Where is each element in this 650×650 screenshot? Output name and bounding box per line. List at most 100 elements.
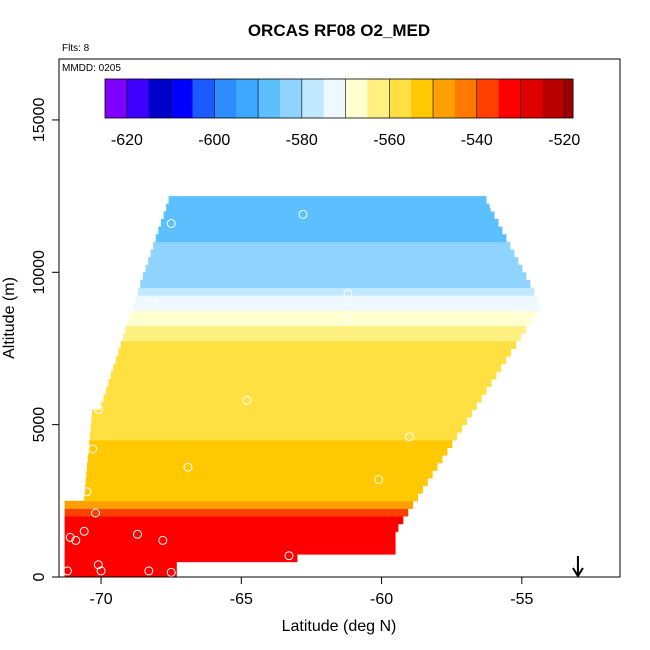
chart-title: ORCAS RF08 O2_MED bbox=[248, 21, 430, 40]
colorbar-tick-label: -520 bbox=[548, 132, 580, 149]
colorbar-swatch bbox=[214, 79, 237, 118]
heatmap-band bbox=[166, 203, 491, 212]
colorbar-swatch bbox=[433, 79, 456, 118]
colorbar-tick-label: -540 bbox=[461, 132, 493, 149]
colorbar-swatch bbox=[148, 79, 172, 118]
x-tick-label: -60 bbox=[370, 591, 393, 608]
colorbar-labels: -620 -600 -580 -560 -540 -520 bbox=[111, 132, 581, 149]
observation-point bbox=[158, 535, 168, 545]
heatmap-band bbox=[168, 196, 487, 205]
observation-point bbox=[144, 566, 154, 576]
heatmap-band bbox=[160, 219, 499, 228]
heatmap-band bbox=[137, 287, 535, 296]
colorbar-swatch bbox=[126, 79, 150, 118]
colorbar-swatch bbox=[542, 79, 565, 118]
heatmap-band bbox=[110, 371, 497, 380]
heatmap-band bbox=[86, 470, 433, 479]
heatmap-band bbox=[150, 249, 515, 258]
heatmap-band bbox=[91, 417, 468, 426]
heatmap-band bbox=[64, 546, 396, 555]
colorbar-swatch bbox=[476, 79, 500, 118]
observation-point bbox=[166, 567, 176, 577]
heatmap-band bbox=[118, 348, 512, 357]
colorbar-swatch bbox=[564, 79, 574, 118]
heatmap-band bbox=[158, 226, 503, 235]
y-axis-title: Altitude (m) bbox=[1, 277, 18, 359]
heatmap-band bbox=[89, 432, 458, 441]
colorbar-swatch bbox=[454, 79, 478, 118]
heatmap-band bbox=[90, 424, 463, 433]
colorbar-tick-label: -560 bbox=[373, 132, 405, 149]
x-tick-label: -70 bbox=[90, 591, 113, 608]
heatmap-band bbox=[133, 302, 541, 311]
heatmap-band bbox=[84, 493, 418, 502]
observation-point bbox=[517, 307, 527, 317]
colorbar-swatch bbox=[236, 79, 259, 118]
y-axis: 0 5000 10000 15000 bbox=[31, 98, 59, 581]
observation-point bbox=[489, 200, 499, 210]
observation-point bbox=[79, 526, 89, 536]
observation-point bbox=[88, 444, 98, 454]
observation-point bbox=[71, 535, 81, 545]
heatmap-band bbox=[64, 554, 298, 563]
arrow-head bbox=[572, 567, 584, 578]
observation-point bbox=[62, 566, 72, 576]
heatmap-band bbox=[155, 234, 507, 243]
observation-point bbox=[343, 289, 353, 299]
colorbar-swatch bbox=[280, 79, 303, 118]
heatmap-band bbox=[64, 516, 404, 525]
colorbar-swatch bbox=[258, 79, 281, 118]
x-axis: -70 -65 -60 -55 bbox=[90, 576, 533, 608]
x-axis-title: Latitude (deg N) bbox=[282, 618, 397, 635]
heatmap-band bbox=[142, 272, 527, 281]
heatmap-band bbox=[106, 386, 487, 395]
observation-point bbox=[298, 209, 308, 219]
observation-point bbox=[284, 551, 294, 561]
heatmap-band bbox=[103, 394, 482, 403]
heatmap-band bbox=[87, 462, 438, 471]
heatmap-band bbox=[101, 401, 477, 410]
observation-point bbox=[96, 566, 106, 576]
colorbar-tick-label: -600 bbox=[198, 132, 230, 149]
observation-point bbox=[374, 475, 384, 484]
heatmap-band bbox=[64, 538, 396, 547]
heatmap-band bbox=[64, 523, 399, 532]
observation-point bbox=[242, 395, 252, 405]
heatmap-band bbox=[85, 478, 428, 487]
colorbar-swatch bbox=[192, 79, 215, 118]
date-annotation: MMDD: 0205 bbox=[62, 63, 121, 74]
heatmap-band bbox=[88, 447, 448, 456]
heatmap-band bbox=[140, 279, 531, 288]
colorbar-swatch bbox=[323, 79, 347, 118]
heatmap-band bbox=[148, 257, 519, 266]
colorbar-tick-label: -580 bbox=[286, 132, 318, 149]
heatmap-band bbox=[64, 531, 396, 540]
observation-point bbox=[405, 432, 415, 442]
colorbar-swatch bbox=[301, 79, 325, 118]
heatmap-band bbox=[135, 295, 539, 304]
colorbar-swatch bbox=[498, 79, 521, 118]
colorbar-swatch bbox=[170, 79, 193, 118]
y-tick-label: 0 bbox=[31, 572, 48, 581]
colorbar bbox=[104, 78, 574, 119]
observation-points bbox=[62, 200, 527, 577]
y-tick-label: 5000 bbox=[31, 407, 48, 443]
heatmap-band bbox=[145, 264, 523, 273]
flights-annotation: Flts: 8 bbox=[62, 43, 90, 54]
heatmap-band bbox=[120, 340, 516, 349]
observation-point bbox=[91, 508, 100, 518]
observation-point bbox=[166, 219, 176, 228]
colorbar-tick-label: -620 bbox=[111, 132, 143, 149]
observation-point bbox=[343, 313, 353, 323]
observation-point bbox=[133, 529, 142, 539]
heatmap-band bbox=[64, 569, 177, 577]
heatmap-band bbox=[128, 318, 531, 327]
y-tick-label: 15000 bbox=[31, 98, 48, 143]
colorbar-frame bbox=[104, 78, 574, 119]
heatmap-band bbox=[130, 310, 536, 319]
heatmap-band bbox=[87, 455, 443, 464]
heatmap-band bbox=[153, 241, 511, 250]
plot-area bbox=[62, 196, 541, 577]
heatmap-band bbox=[125, 325, 526, 334]
